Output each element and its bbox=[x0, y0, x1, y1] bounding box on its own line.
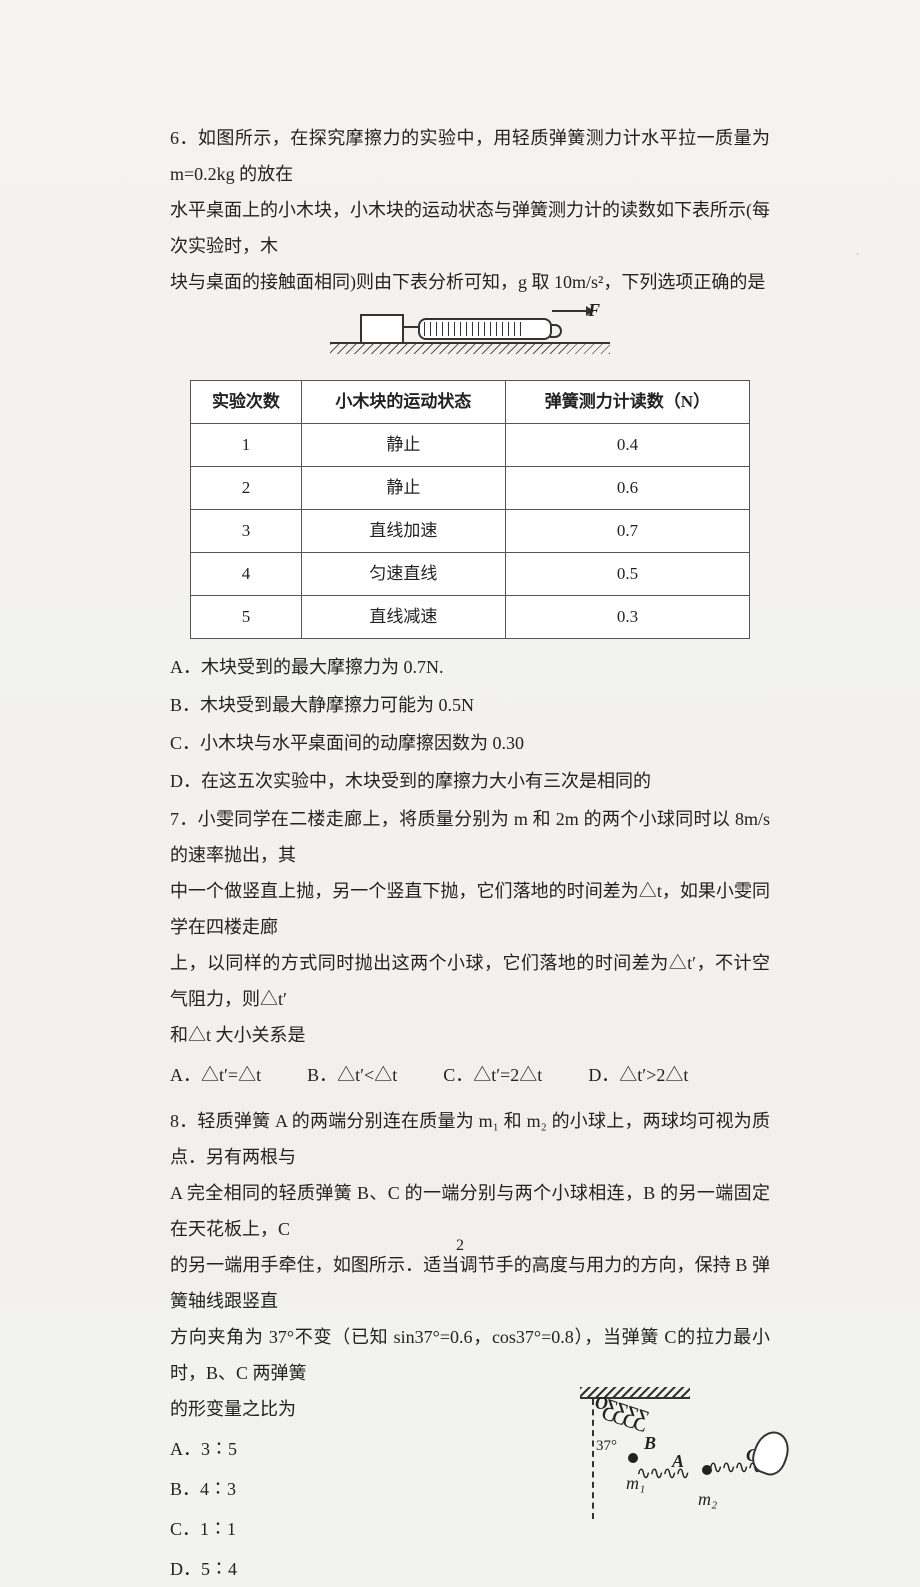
q8-option-d: D．5∶4 bbox=[170, 1551, 770, 1587]
q7-option-d: D．△t′>2△t bbox=[588, 1057, 688, 1093]
q6-option-a: A．木块受到的最大摩擦力为 0.7N. bbox=[170, 649, 770, 685]
ground-hatch-icon bbox=[330, 342, 610, 354]
q7-option-b: B．△t′<△t bbox=[307, 1057, 397, 1093]
spring-scale-icon bbox=[418, 318, 552, 340]
table-row: 2 静止 0.6 bbox=[191, 467, 750, 510]
th-state: 小木块的运动状态 bbox=[301, 381, 505, 424]
label-A: A bbox=[672, 1443, 684, 1479]
cell-state: 直线减速 bbox=[301, 596, 505, 639]
q8-line1: 8．轻质弹簧 A 的两端分别连在质量为 m₁ 和 m₂ 的小球上，两球均可视为质… bbox=[170, 1103, 770, 1175]
table-row: 1 静止 0.4 bbox=[191, 424, 750, 467]
q6-line1: 6．如图所示，在探究摩擦力的实验中，用轻质弹簧测力计水平拉一质量为 m=0.2k… bbox=[170, 120, 770, 192]
q7-options: A．△t′=△t B．△t′<△t C．△t′=2△t D．△t′>2△t bbox=[170, 1057, 770, 1093]
page-number: 2 bbox=[0, 1230, 920, 1262]
cell-n: 2 bbox=[191, 467, 302, 510]
cell-state: 静止 bbox=[301, 424, 505, 467]
table-header-row: 实验次数 小木块的运动状态 弹簧测力计读数（N） bbox=[191, 381, 750, 424]
th-trial: 实验次数 bbox=[191, 381, 302, 424]
q7-line3: 上，以同样的方式同时抛出这两个小球，它们落地的时间差为△t′，不计空气阻力，则△… bbox=[170, 945, 770, 1017]
cell-state: 直线加速 bbox=[301, 510, 505, 553]
q6-line2: 水平桌面上的小木块，小木块的运动状态与弹簧测力计的读数如下表所示(每次实验时，木 bbox=[170, 192, 770, 264]
table-row: 3 直线加速 0.7 bbox=[191, 510, 750, 553]
q6-options: A．木块受到的最大摩擦力为 0.7N. B．木块受到最大静摩擦力可能为 0.5N… bbox=[170, 649, 770, 799]
table-row: 4 匀速直线 0.5 bbox=[191, 553, 750, 596]
q6-line3: 块与桌面的接触面相同)则由下表分析可知，g 取 10m/s²，下列选项正确的是 bbox=[170, 264, 770, 300]
hook-icon bbox=[550, 324, 562, 338]
q6-option-d: D．在这五次实验中，木块受到的摩擦力大小有三次是相同的 bbox=[170, 763, 770, 799]
cell-read: 0.3 bbox=[505, 596, 749, 639]
cell-state: 匀速直线 bbox=[301, 553, 505, 596]
q7-option-a: A．△t′=△t bbox=[170, 1057, 261, 1093]
label-m2: m₂ bbox=[698, 1481, 717, 1517]
wood-block-icon bbox=[360, 314, 404, 344]
cell-read: 0.4 bbox=[505, 424, 749, 467]
q6-table: 实验次数 小木块的运动状态 弹簧测力计读数（N） 1 静止 0.4 2 静止 0… bbox=[190, 380, 750, 639]
q7-line1: 7．小雯同学在二楼走廊上，将质量分别为 m 和 2m 的两个小球同时以 8m/s… bbox=[170, 801, 770, 873]
q6-option-b: B．木块受到最大静摩擦力可能为 0.5N bbox=[170, 687, 770, 723]
q7-line2: 中一个做竖直上抛，另一个竖直下抛，它们落地的时间差为△t，如果小雯同学在四楼走廊 bbox=[170, 873, 770, 945]
cell-read: 0.6 bbox=[505, 467, 749, 510]
cell-state: 静止 bbox=[301, 467, 505, 510]
page: · 6．如图所示，在探究摩擦力的实验中，用轻质弹簧测力计水平拉一质量为 m=0.… bbox=[0, 0, 920, 1302]
cell-n: 1 bbox=[191, 424, 302, 467]
th-reading: 弹簧测力计读数（N） bbox=[505, 381, 749, 424]
scale-marks-icon bbox=[424, 322, 526, 336]
q7-line4: 和△t 大小关系是 bbox=[170, 1017, 770, 1053]
q8-diagram: O ƸƸƸƸ 37° B m₁ ∿∿∿∿ A m₂ ∿∿∿∿ C bbox=[510, 1387, 770, 1537]
table-row: 5 直线减速 0.3 bbox=[191, 596, 750, 639]
cell-n: 3 bbox=[191, 510, 302, 553]
cell-n: 4 bbox=[191, 553, 302, 596]
connector-line-icon bbox=[402, 326, 418, 328]
q8-line4: 方向夹角为 37°不变（已知 sin37°=0.6，cos37°=0.8），当弹… bbox=[170, 1319, 770, 1391]
force-label: F bbox=[588, 292, 600, 328]
angle-label: 37° bbox=[596, 1431, 617, 1461]
spring-diagram: F bbox=[330, 310, 610, 360]
cell-read: 0.5 bbox=[505, 553, 749, 596]
q6-diagram: F bbox=[170, 310, 770, 372]
vertical-dash-icon bbox=[592, 1399, 594, 1519]
bleed-text: · bbox=[855, 240, 860, 270]
force-arrow-icon bbox=[552, 310, 592, 312]
q7-option-c: C．△t′=2△t bbox=[443, 1057, 542, 1093]
q6-option-c: C．小木块与水平桌面间的动摩擦因数为 0.30 bbox=[170, 725, 770, 761]
cell-n: 5 bbox=[191, 596, 302, 639]
cell-read: 0.7 bbox=[505, 510, 749, 553]
